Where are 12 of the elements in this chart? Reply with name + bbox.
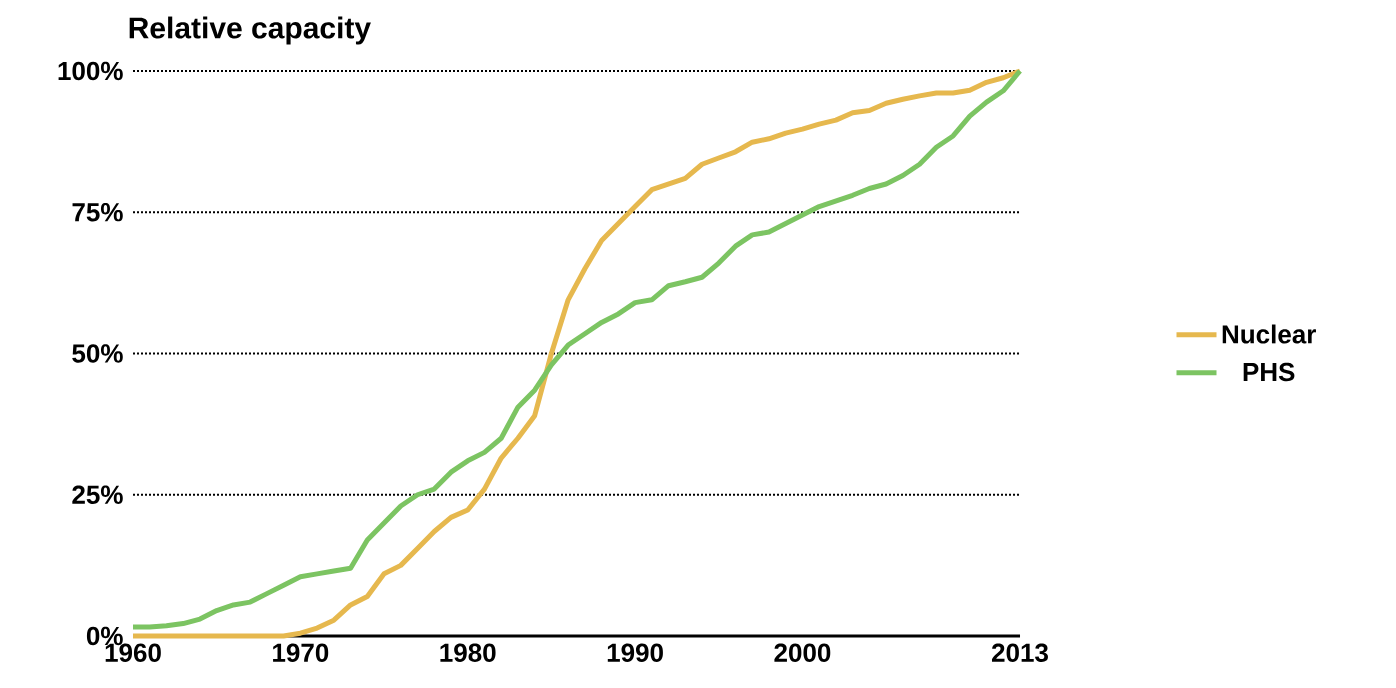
x-tick-label: 2013 — [991, 643, 1048, 662]
legend-label: Nuclear — [1222, 324, 1316, 344]
legend-label: PHS — [1243, 362, 1295, 382]
y-tick-label: 25% — [72, 485, 123, 504]
x-tick-label: 1990 — [607, 643, 663, 662]
x-tick-label: 1970 — [273, 643, 329, 662]
chart-title: Relative capacity — [129, 16, 371, 45]
y-tick-label: 100% — [58, 61, 123, 81]
x-tick-label: 2000 — [774, 643, 831, 662]
y-tick-label: 75% — [72, 203, 123, 222]
x-tick-label: 1980 — [440, 643, 496, 662]
y-tick-label: 50% — [72, 344, 123, 363]
